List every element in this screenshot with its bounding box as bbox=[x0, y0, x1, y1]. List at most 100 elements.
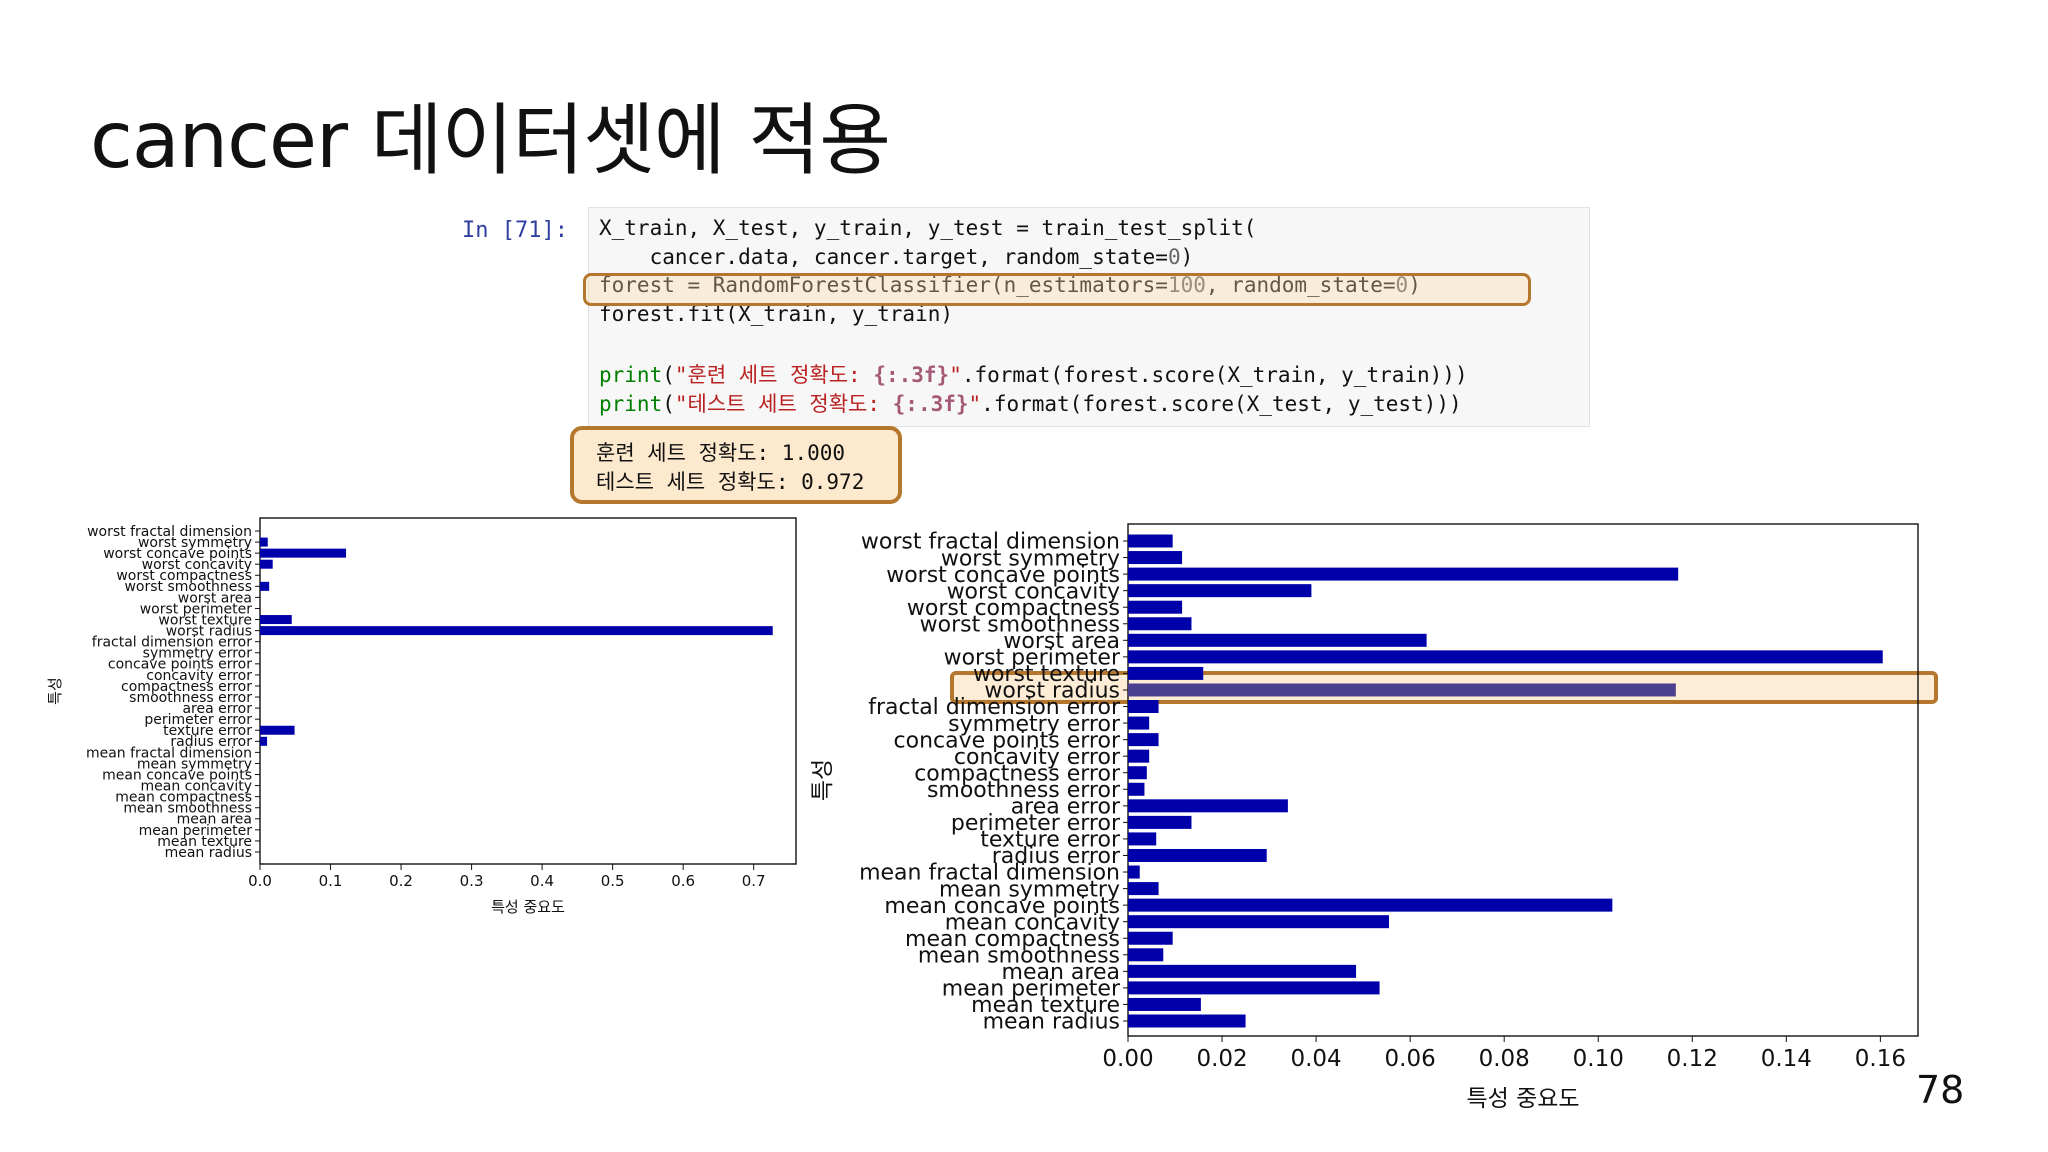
y-tick-label: mean fractal dimension bbox=[86, 745, 252, 761]
code-token: print bbox=[599, 363, 663, 387]
y-tick-label: texture error bbox=[980, 828, 1121, 853]
x-axis-label: 특성 중요도 bbox=[1466, 1086, 1579, 1110]
bar-texture-error bbox=[1128, 832, 1157, 846]
x-tick-label: 0.3 bbox=[460, 872, 484, 890]
y-axis-label: 특성 bbox=[810, 759, 836, 801]
y-tick-label: compactness error bbox=[121, 679, 252, 695]
x-tick-label: 0.1 bbox=[319, 872, 343, 890]
code-token: 0 bbox=[1167, 245, 1181, 269]
output-train-accuracy: 훈련 세트 정확도: 1.000 bbox=[596, 441, 846, 465]
bar-mean-symmetry bbox=[1128, 882, 1159, 896]
y-tick-label: mean concavity bbox=[140, 778, 252, 794]
y-tick-label: concave points error bbox=[108, 657, 252, 673]
plot-frame bbox=[259, 517, 797, 865]
code-token: forest.fit(X_train, y_train) bbox=[599, 302, 954, 326]
y-tick-label: area error bbox=[182, 701, 252, 717]
bar-worst-texture bbox=[260, 615, 292, 625]
code-token: .format(forest.score(X_test, y_test))) bbox=[981, 392, 1462, 416]
y-tick-label: symmetry error bbox=[948, 712, 1121, 737]
y-tick-label: symmetry error bbox=[143, 646, 253, 662]
y-tick-label: worst radius bbox=[984, 679, 1120, 704]
y-tick-label: worst texture bbox=[973, 662, 1120, 687]
y-tick-label: worst area bbox=[178, 590, 252, 606]
plot-frame bbox=[1127, 523, 1919, 1037]
bar-worst-symmetry bbox=[260, 537, 268, 547]
y-tick-label: concave points error bbox=[894, 728, 1121, 753]
bar-mean-smoothness bbox=[1128, 948, 1164, 962]
bar-mean-radius bbox=[1128, 1014, 1246, 1028]
y-tick-label: worst concavity bbox=[142, 557, 252, 573]
y-tick-label: worst concave points bbox=[103, 546, 252, 562]
bar-worst-fractal-dimension bbox=[1128, 534, 1173, 548]
y-tick-label: mean perimeter bbox=[942, 977, 1121, 1002]
code-line: forest = RandomForestClassifier(n_estima… bbox=[599, 273, 1421, 297]
code-token: 0 bbox=[1395, 273, 1409, 297]
y-tick-label: mean concavity bbox=[945, 910, 1120, 935]
y-tick-label: mean perimeter bbox=[139, 823, 253, 839]
y-tick-label: mean area bbox=[177, 812, 252, 828]
y-tick-label: fractal dimension error bbox=[868, 695, 1121, 720]
bar-worst-texture bbox=[1128, 666, 1204, 680]
code-token: X_train, X_test, y_train, y_test = train… bbox=[599, 216, 1257, 240]
bar-fractal-dimension-error bbox=[1128, 700, 1159, 714]
y-tick-label: area error bbox=[1011, 795, 1121, 820]
bar-worst-radius bbox=[260, 626, 773, 636]
bar-worst-compactness bbox=[1128, 600, 1183, 614]
bar-texture-error bbox=[260, 725, 295, 735]
y-tick-label: smoothness error bbox=[129, 690, 252, 706]
bar-mean-perimeter bbox=[1128, 981, 1380, 995]
y-tick-label: perimeter error bbox=[951, 811, 1121, 836]
bar-area-error bbox=[1128, 799, 1288, 813]
code-token: "훈련 세트 정확도: bbox=[674, 363, 874, 387]
code-cell[interactable]: X_train, X_test, y_train, y_test = train… bbox=[588, 207, 1590, 427]
y-tick-label: mean texture bbox=[157, 834, 252, 850]
bar-mean-fractal-dimension bbox=[1128, 865, 1140, 879]
y-tick-label: concavity error bbox=[954, 745, 1121, 770]
x-tick-label: 0.12 bbox=[1667, 1046, 1718, 1072]
y-tick-label: mean concave points bbox=[884, 894, 1120, 919]
page-number: 78 bbox=[1916, 1068, 1965, 1112]
code-token: print bbox=[599, 392, 663, 416]
bar-mean-concavity bbox=[1128, 915, 1389, 929]
y-tick-label: worst texture bbox=[158, 612, 252, 628]
y-tick-label: worst smoothness bbox=[920, 612, 1120, 637]
cell-prompt: In [71]: bbox=[462, 218, 568, 243]
bar-worst-concavity bbox=[1128, 584, 1312, 598]
y-tick-label: mean smoothness bbox=[918, 943, 1120, 968]
y-tick-label: perimeter error bbox=[144, 712, 252, 728]
bar-compactness-error bbox=[1128, 766, 1147, 780]
bar-mean-area bbox=[1128, 964, 1357, 978]
y-tick-label: mean area bbox=[1002, 960, 1120, 985]
code-token: {:.3f} bbox=[892, 392, 969, 416]
code-token: cancer.data, cancer.target, random_state… bbox=[599, 245, 1168, 269]
y-tick-label: mean radius bbox=[165, 845, 252, 861]
y-tick-label: worst fractal dimension bbox=[861, 530, 1120, 555]
y-tick-label: radius error bbox=[170, 734, 252, 750]
bar-worst-smoothness bbox=[1128, 617, 1192, 631]
bar-smoothness-error bbox=[1128, 782, 1145, 796]
bar-worst-concave-points bbox=[1128, 567, 1679, 581]
y-tick-label: mean compactness bbox=[905, 927, 1120, 952]
x-tick-label: 0.6 bbox=[671, 872, 695, 890]
bar-perimeter-error bbox=[1128, 815, 1192, 829]
x-tick-label: 0.06 bbox=[1385, 1046, 1436, 1072]
y-axis-label: 특성 bbox=[46, 677, 64, 705]
code-token: ( bbox=[662, 363, 675, 387]
code-highlight-box bbox=[583, 273, 1531, 306]
x-tick-label: 0.4 bbox=[530, 872, 554, 890]
x-axis-label: 특성 중요도 bbox=[491, 898, 565, 916]
code-token: .format(forest.score(X_train, y_train))) bbox=[961, 363, 1468, 387]
y-tick-label: mean texture bbox=[971, 993, 1120, 1018]
code-token: ) bbox=[1408, 273, 1421, 297]
y-tick-label: mean compactness bbox=[115, 790, 252, 806]
bar-concave-points-error bbox=[1128, 733, 1159, 747]
y-tick-label: concavity error bbox=[146, 668, 252, 684]
code-line: forest.fit(X_train, y_train) bbox=[599, 302, 953, 326]
x-tick-label: 0.7 bbox=[742, 872, 766, 890]
y-tick-label: mean symmetry bbox=[137, 756, 252, 772]
slide-title: cancer 데이터셋에 적용 bbox=[90, 96, 891, 186]
y-tick-label: texture error bbox=[163, 723, 252, 739]
x-tick-label: 0.2 bbox=[389, 872, 413, 890]
